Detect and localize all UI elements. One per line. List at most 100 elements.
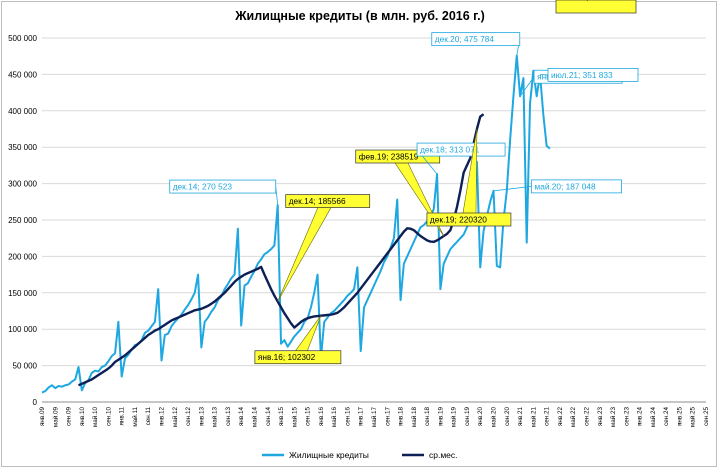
x-tick-label: янв.13 <box>198 407 205 426</box>
x-tick-label: сен.17 <box>384 407 391 426</box>
x-tick-label: сен.24 <box>663 407 670 426</box>
y-tick-label: 250 000 <box>8 216 37 225</box>
x-tick-label: май.15 <box>290 407 298 428</box>
callout-label: дек.18; 313 071 <box>420 145 480 155</box>
callout-label: дек.14; 185566 <box>289 196 346 206</box>
x-tick-label: май.13 <box>211 407 219 428</box>
y-tick-label: 450 000 <box>8 70 37 79</box>
x-tick-label: май.22 <box>569 407 577 428</box>
annotation-callout: май.20; 187 048 <box>493 179 622 194</box>
x-tick-label: янв.20 <box>477 407 484 426</box>
x-tick-label: янв.11 <box>119 407 126 426</box>
y-tick-label: 50 000 <box>13 362 38 371</box>
x-tick-label: янв.10 <box>79 407 86 426</box>
x-tick-label: сен.09 <box>66 407 73 426</box>
x-tick-label: сен.18 <box>424 407 431 426</box>
x-tick-label: май.11 <box>131 407 139 427</box>
callout-leader <box>519 76 535 97</box>
annotation-callout: дек.14; 185566 <box>277 194 371 302</box>
x-tick-label: сен.20 <box>504 407 511 426</box>
x-tick-label: май.21 <box>529 407 537 428</box>
callout-box <box>426 212 512 227</box>
x-tick-label: май.14 <box>250 407 258 428</box>
y-tick-label: 150 000 <box>8 289 37 298</box>
legend-label: ср.мес. <box>429 450 458 460</box>
series-lines <box>41 54 551 394</box>
x-tick-label: май.10 <box>91 407 99 428</box>
annotation-callout: июл.21; 395331 <box>555 0 637 14</box>
callout-label: дек.20; 475 784 <box>435 34 495 44</box>
callout-box <box>285 194 371 208</box>
x-tick-label: янв.25 <box>676 407 683 426</box>
callout-box <box>547 68 639 82</box>
annotation-callout: июл.21; 351 833 <box>539 68 639 82</box>
x-tick-label: сен.22 <box>583 407 590 426</box>
x-tick-label: янв.09 <box>39 407 46 426</box>
x-tick-label: сен.11 <box>145 407 152 426</box>
x-tick-label: сен.25 <box>703 407 710 426</box>
annotation-callout: дек.18; 313 071 <box>416 142 506 175</box>
legend: Жилищные кредиты ср.мес. <box>262 450 458 460</box>
x-tick-label: сен.12 <box>185 407 192 426</box>
x-tick-label: янв.15 <box>278 407 285 426</box>
y-tick-label: 500 000 <box>8 34 37 43</box>
chart-title: Жилищные кредиты (в млн. руб. 2016 г.) <box>234 9 485 23</box>
x-tick-label: май.09 <box>51 407 59 428</box>
callout-label: июл.21; 395331 <box>559 0 619 2</box>
x-tick-label: сен.21 <box>544 407 551 426</box>
legend-label: Жилищные кредиты <box>289 450 369 460</box>
callout-box <box>416 142 506 157</box>
x-tick-label: янв.14 <box>238 407 245 426</box>
x-tick-label: сен.16 <box>344 407 351 426</box>
y-tick-label: 350 000 <box>8 143 37 152</box>
annotation-callout: дек.20; 475 784 <box>431 32 521 56</box>
annotation-callout: дек.19; 220320 <box>426 128 512 227</box>
callout-label: май.20; 187 048 <box>535 181 596 191</box>
x-tick-label: янв.18 <box>398 407 405 426</box>
callout-label: дек.14; 270 523 <box>173 182 233 192</box>
y-tick-label: 0 <box>33 398 38 407</box>
annotation-callout: дек.14; 270 523 <box>169 179 279 206</box>
callout-leader <box>539 74 549 76</box>
x-tick-label: май.24 <box>649 407 657 428</box>
annotations: дек.14; 270 523 дек.14; 185566 янв.16; 102… <box>169 0 639 365</box>
callout-box <box>431 32 521 47</box>
x-tick-label: сен.13 <box>225 407 232 426</box>
x-tick-label: янв.24 <box>637 407 644 426</box>
callout-label: июл.21; 351 833 <box>551 70 613 80</box>
x-tick-label: май.12 <box>171 407 179 428</box>
x-tick-label: май.16 <box>330 407 338 428</box>
callout-label: янв.16; 102302 <box>258 352 316 362</box>
x-tick-label: янв.21 <box>517 407 524 426</box>
y-tick-label: 100 000 <box>8 325 37 334</box>
annotation-callout: янв.16; 102302 <box>254 315 342 365</box>
y-tick-label: 300 000 <box>8 180 37 189</box>
series-line-moving-average <box>78 113 485 387</box>
series-line-housing-loans <box>41 54 551 394</box>
y-tick-label: 400 000 <box>8 107 37 116</box>
y-tick-label: 200 000 <box>8 252 37 261</box>
x-tick-label: май.23 <box>609 407 617 428</box>
x-tick-label: май.25 <box>689 407 697 428</box>
x-tick-label: май.19 <box>450 407 458 428</box>
x-tick-label: янв.16 <box>318 407 325 426</box>
x-tick-label: сен.10 <box>105 407 112 426</box>
gridlines <box>42 37 706 403</box>
x-tick-label: янв.12 <box>159 407 166 426</box>
x-tick-label: сен.15 <box>305 407 312 426</box>
x-tick-label: янв.23 <box>597 407 604 426</box>
y-axis: 0 50 000 100 000 150 000 200 000 250 000 300 0… <box>8 34 37 407</box>
x-tick-label: янв.19 <box>437 407 444 426</box>
x-axis: янв.09 май.09 сен.09 янв.10 май.10 сен.10 янв.… <box>39 407 710 428</box>
callout-label: дек.19; 220320 <box>430 215 487 225</box>
x-tick-label: сен.14 <box>265 407 272 426</box>
callout-leader <box>493 185 532 192</box>
callout-box <box>531 179 622 194</box>
x-tick-label: сен.23 <box>623 407 630 426</box>
callout-box <box>254 350 342 365</box>
callout-box <box>555 0 637 14</box>
callout-box <box>169 179 277 194</box>
x-tick-label: янв.22 <box>557 407 564 426</box>
x-tick-label: май.20 <box>490 407 498 428</box>
